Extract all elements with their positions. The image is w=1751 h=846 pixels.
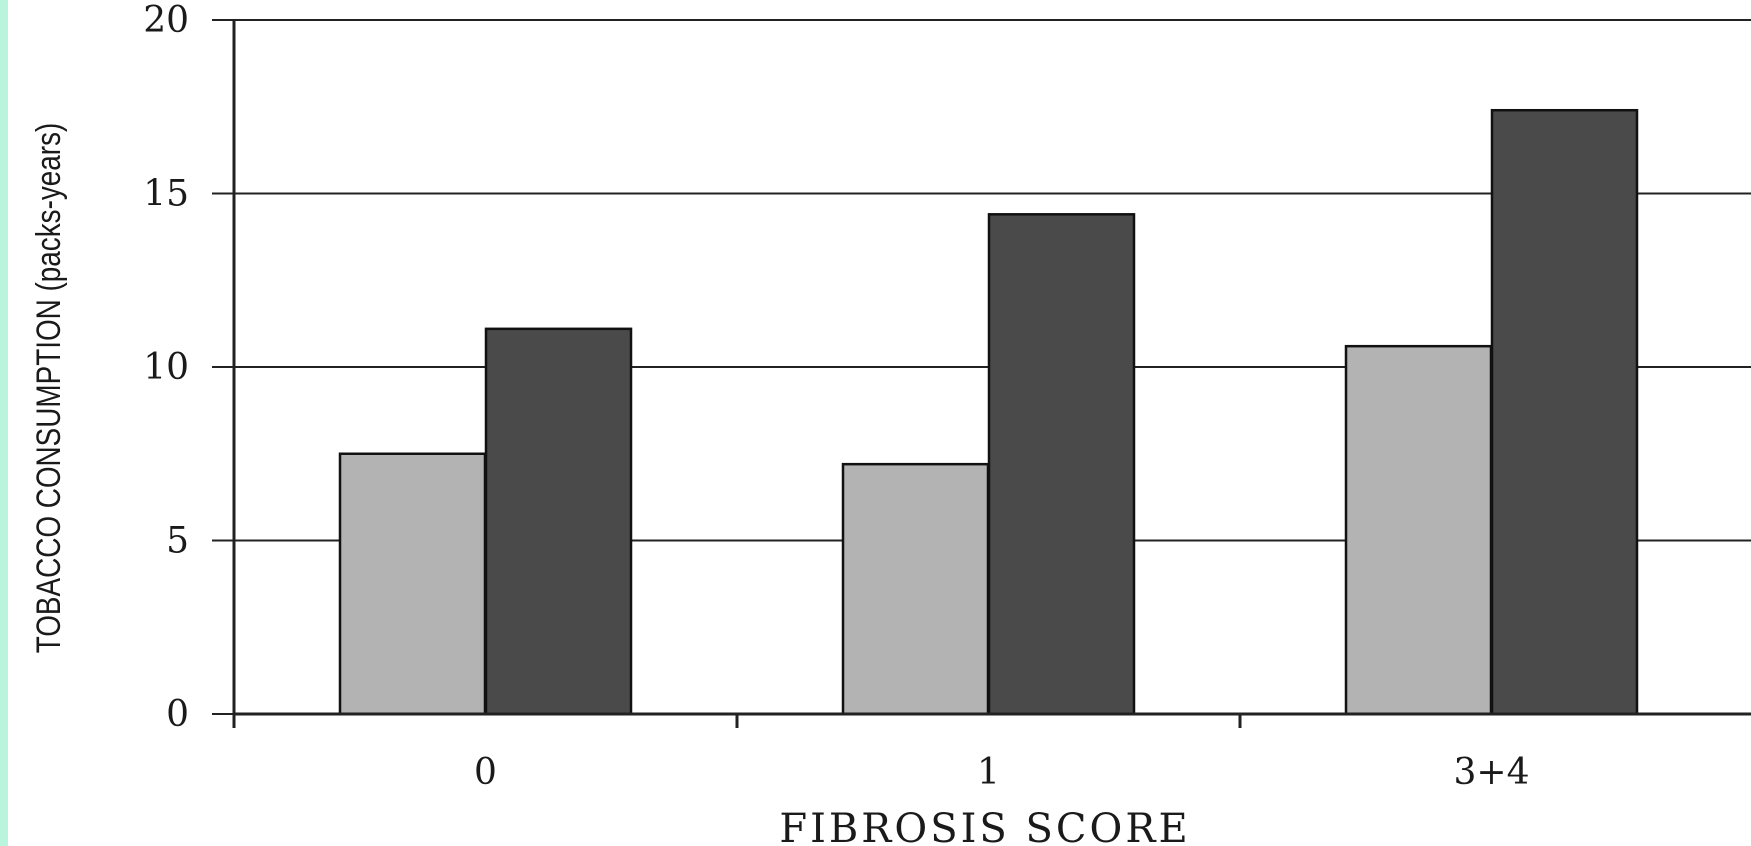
bar: [987, 213, 1136, 716]
x-tick-label: 3+4: [1454, 752, 1530, 793]
y-tick-label: 15: [143, 174, 189, 215]
bar: [484, 327, 633, 716]
x-tick-label: 1: [977, 752, 1000, 793]
y-tick-label: 5: [166, 521, 189, 562]
y-tick-label: 10: [143, 347, 189, 388]
bar: [1344, 344, 1493, 716]
x-tick-label: 0: [474, 752, 497, 793]
y-tick-label: 20: [143, 0, 189, 41]
y-tick-label: 0: [166, 694, 189, 735]
x-axis-title: FIBROSIS SCORE: [779, 806, 1190, 846]
bar: [338, 452, 487, 716]
axes: [232, 20, 1751, 728]
y-axis-title: TOBACCO CONSUMPTION (packs-years): [29, 123, 67, 654]
x-tick-labels: 0 1 3+4: [474, 714, 1529, 793]
bar: [1490, 108, 1639, 716]
bar: [841, 462, 990, 716]
bars: [338, 108, 1639, 716]
y-tick-labels: 0 5 10 15 20: [143, 0, 189, 735]
